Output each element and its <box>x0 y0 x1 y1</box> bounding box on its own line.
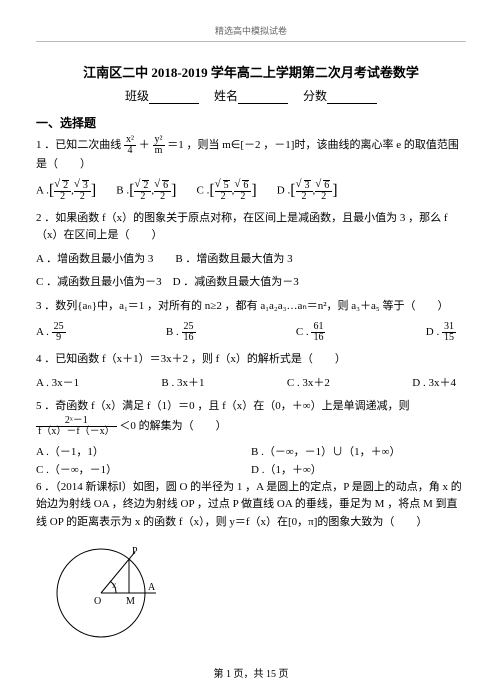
q4-opt-c: C . 3x＋2 <box>287 374 330 390</box>
student-info-row: 班级 姓名 分数 <box>36 87 466 104</box>
q5-stem-post: ＜0 的解集为（ ） <box>119 420 226 432</box>
q2-opts-row2: C ．减函数且最小值为－3 D ．减函数且最大值为－3 <box>36 274 466 292</box>
q1-frac2-den: m <box>153 146 165 156</box>
q1-eq: ＝1 <box>167 139 184 151</box>
name-blank <box>238 92 288 104</box>
q3-opt-c: C . 6116 <box>296 322 326 343</box>
q3-opt-a: A . 259 <box>36 322 66 343</box>
diagram-label-m: M <box>126 596 135 607</box>
page-footer: 第 1 页，共 15 页 <box>0 665 502 680</box>
q4-opt-a: A . 3x－1 <box>36 374 79 390</box>
exam-page: 精选高中模拟试卷 江南区二中 2018-2019 学年高二上学期第二次月考试卷数… <box>0 0 502 694</box>
q4-opt-d: D . 3x＋4 <box>412 374 456 390</box>
question-3: 3 ．数列{aₙ}中，a₁＝1 ，对所有的 n≥2 ，都有 a₁a₂a₃…aₙ＝… <box>36 298 466 316</box>
question-4: 4 ．已知函数 f（x＋1）＝3x＋2 ，则 f（x）的解析式是（ ） <box>36 351 466 369</box>
diagram-label-x: x <box>112 580 117 590</box>
diagram-label-p: P <box>132 546 138 557</box>
q1-opt-b: B .[22,62] <box>116 180 176 202</box>
class-blank <box>149 92 199 104</box>
q1-stem-pre: 1 ．已知二次曲线 <box>36 139 121 151</box>
q5-frac-den: f（x）－f（－x） <box>36 427 117 437</box>
q3-opt-d: D . 3115 <box>426 322 456 343</box>
diagram-label-o: O <box>94 596 101 607</box>
q1-opt-c: C .[52,62] <box>197 180 257 202</box>
q5-opt-c: C .（－∞，－1） <box>36 461 251 477</box>
q1-opt-d: D .[32,62] <box>277 180 338 202</box>
q1-op: ＋ <box>139 139 150 151</box>
q4-options: A . 3x－1 B . 3x＋1 C . 3x＋2 D . 3x＋4 <box>36 374 466 390</box>
diagram-line-op <box>101 552 135 593</box>
q2-opts-row1: A ．增函数且最小值为 3 B ．增函数且最大值为 3 <box>36 251 466 269</box>
class-label: 班级 <box>125 89 149 103</box>
question-1: 1 ．已知二次曲线 x²4 ＋ y²m ＝1 ，则当 m∈[－2 ，－1]时，该… <box>36 135 466 174</box>
question-5: 5 ．奇函数 f（x）满足 f（1）＝0 ，且 f（x）在（0，＋∞）上是单调递… <box>36 398 466 437</box>
exam-title: 江南区二中 2018-2019 学年高二上学期第二次月考试卷数学 <box>36 62 466 81</box>
q6-circle-diagram: O A P M x <box>46 538 166 648</box>
q5-stem-pre: 5 ．奇函数 f（x）满足 f（1）＝0 ，且 f（x）在（0，＋∞）上是单调递… <box>36 400 410 412</box>
q5-opt-a: A .（－1，1） <box>36 443 251 459</box>
q4-opt-b: B . 3x＋1 <box>161 374 204 390</box>
q5-opt-d: D .（1，＋∞） <box>251 461 466 477</box>
score-blank <box>327 92 377 104</box>
q3-options: A . 259 B . 2516 C . 6116 D . 3115 <box>36 322 466 343</box>
diagram-label-a: A <box>148 582 156 593</box>
q5-options: A .（－1，1） B .（－∞，－1）∪（1，＋∞） C .（－∞，－1） D… <box>36 443 466 479</box>
q1-opt-a: A .[22,32] <box>36 180 96 202</box>
q3-opt-b: B . 2516 <box>166 322 196 343</box>
question-2: 2 ．如果函数 f（x）的图象关于原点对称，在区间上是减函数，且最小值为 3 ，… <box>36 210 466 245</box>
q1-options: A .[22,32] B .[22,62] C .[52,62] D .[32,… <box>36 180 466 202</box>
score-label: 分数 <box>303 89 327 103</box>
q5-opt-b: B .（－∞，－1）∪（1，＋∞） <box>251 443 466 459</box>
name-label: 姓名 <box>214 89 238 103</box>
section-1-heading: 一、选择题 <box>36 114 466 131</box>
q1-frac1-den: 4 <box>124 146 136 156</box>
page-header-watermark: 精选高中模拟试卷 <box>36 24 466 42</box>
question-6: 6 ．（2014 新课标Ⅰ）如图，圆 O 的半径为 1 ，A 是圆上的定点，P … <box>36 479 466 532</box>
